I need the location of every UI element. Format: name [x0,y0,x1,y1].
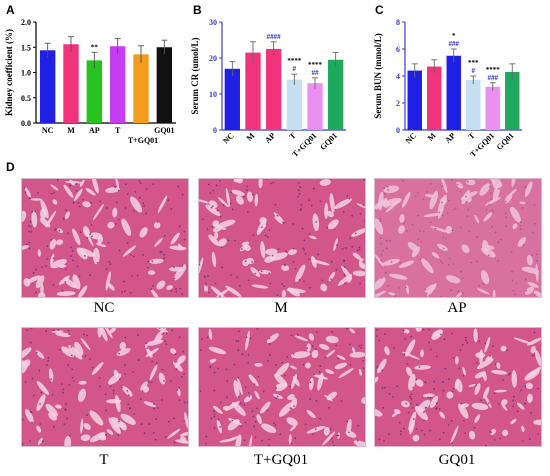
micrograph-6 [374,327,542,447]
chart-3-x-tick-label: NC [404,131,419,146]
chart-3-x-tick-label: T [467,131,478,142]
micrograph-2 [198,178,366,298]
tissue-texture [199,328,365,446]
chart-2-bar [328,59,344,130]
chart-2-significance-mark: # [293,65,297,73]
chart-1-bar [39,50,56,123]
chart-1-bar [133,54,149,123]
panel-letter-a: A [6,3,15,17]
chart-2-significance-mark: ## [312,69,320,77]
chart-1-significance-mark: ** [91,43,99,51]
chart-2-bar [266,49,282,130]
chart-1-bar [156,47,173,123]
chart-3-significance-mark: # [472,67,476,75]
chart-1-x-tick-label: T+GQ01 [128,136,158,145]
micrograph-5 [198,327,366,447]
chart-2-bar [307,83,323,130]
chart-3-y-tick-label: 4 [396,72,400,81]
micrograph-caption: T+GQ01 [253,452,309,468]
tissue-texture [199,179,365,297]
chart-2-y-tick-label: 10 [209,90,217,99]
chart-3-bar [446,55,461,130]
chart-3-bar [466,80,481,130]
chart-3-bar [505,71,520,130]
tissue-texture [22,328,188,446]
chart-3-y-tick-label: 2 [396,99,400,108]
chart-1-x-tick-label: AP [89,126,100,135]
micrograph-1 [21,178,189,298]
chart-2-x-tick-label: GQ01 [318,131,339,152]
chart-3-bar [485,86,500,130]
chart-3-y-tick-label: 0 [396,126,400,135]
chart-1-y-tick-label: 2.0 [21,18,31,27]
chart-3-x-tick-label: AP [443,131,457,145]
chart-2-significance-mark: #### [267,33,282,41]
chart-1-x-tick-label: NC [42,126,54,135]
chart-3-significance-mark: *** [468,59,479,67]
chart-2-y-tick-label: 30 [209,18,217,27]
chart-1-bar [86,60,103,123]
chart-2-x-tick-label: AP [263,131,277,145]
chart-2-x-tick-label: T [288,131,299,142]
chart-3-bar [427,66,442,130]
micrograph-3 [374,178,542,298]
micrograph-4 [21,327,189,447]
chart-1-y-tick-label: 0.5 [21,94,31,103]
micrograph-caption: GQ01 [438,452,476,468]
chart-1-x-tick-label: GQ01 [154,126,174,135]
chart-2-x-tick-label: M [245,131,257,143]
tissue-texture [375,179,541,297]
micrograph-caption: NC [93,300,115,316]
chart-2-y-tick-label: 0 [213,126,217,135]
tissue-texture [22,179,188,297]
chart-3-y-label: Serum BUN (mmol/L) [373,33,383,119]
chart-2-bar [224,68,240,130]
chart-3-y-tick-label: 6 [396,45,400,54]
chart-3-significance-mark: **** [486,66,501,74]
chart-2-bar [245,52,261,130]
chart-2-y-label: Serum CR (umol/L) [190,38,200,115]
chart-3-x-tick-label: GQ01 [495,131,516,152]
chart-3-x-tick-label: M [426,131,438,143]
chart-3-significance-mark: ### [488,74,499,82]
chart-1-bar [109,46,126,123]
micrograph-caption: T [99,452,109,468]
chart-3-significance-mark: ### [449,40,460,48]
chart-2-significance-mark: **** [308,61,323,69]
chart-1-y-tick-label: 1.5 [21,43,31,52]
chart-2-significance-mark: **** [287,57,302,65]
micrograph-caption: M [274,300,288,316]
chart-1-bar [63,44,79,123]
chart-3-bar [407,70,422,130]
micrograph-caption: AP [447,300,467,316]
panel-letter-c: C [375,3,384,17]
panel-letter-d: D [6,160,15,174]
chart-1-y-tick-label: 0.0 [21,119,31,128]
chart-2-bar [286,79,302,130]
chart-1-x-tick-label: T [115,126,121,135]
chart-2-y-tick-label: 20 [209,54,217,63]
bar-charts: 0.0 0.5 1.0 1.5 2.0 Kidney coefficient (%) NC M… [4,18,522,159]
panel-letter-b: B [193,3,202,17]
chart-3-y-tick-label: 8 [396,18,400,27]
chart-1-y-label: Kidney coefficient (%) [4,29,14,116]
chart-2-x-tick-label: NC [221,131,236,146]
chart-3-significance-mark: * [452,32,456,40]
chart-1-y-tick-label: 1.0 [21,69,31,78]
tissue-texture [375,328,541,446]
chart-1-x-tick-label: M [67,126,75,135]
